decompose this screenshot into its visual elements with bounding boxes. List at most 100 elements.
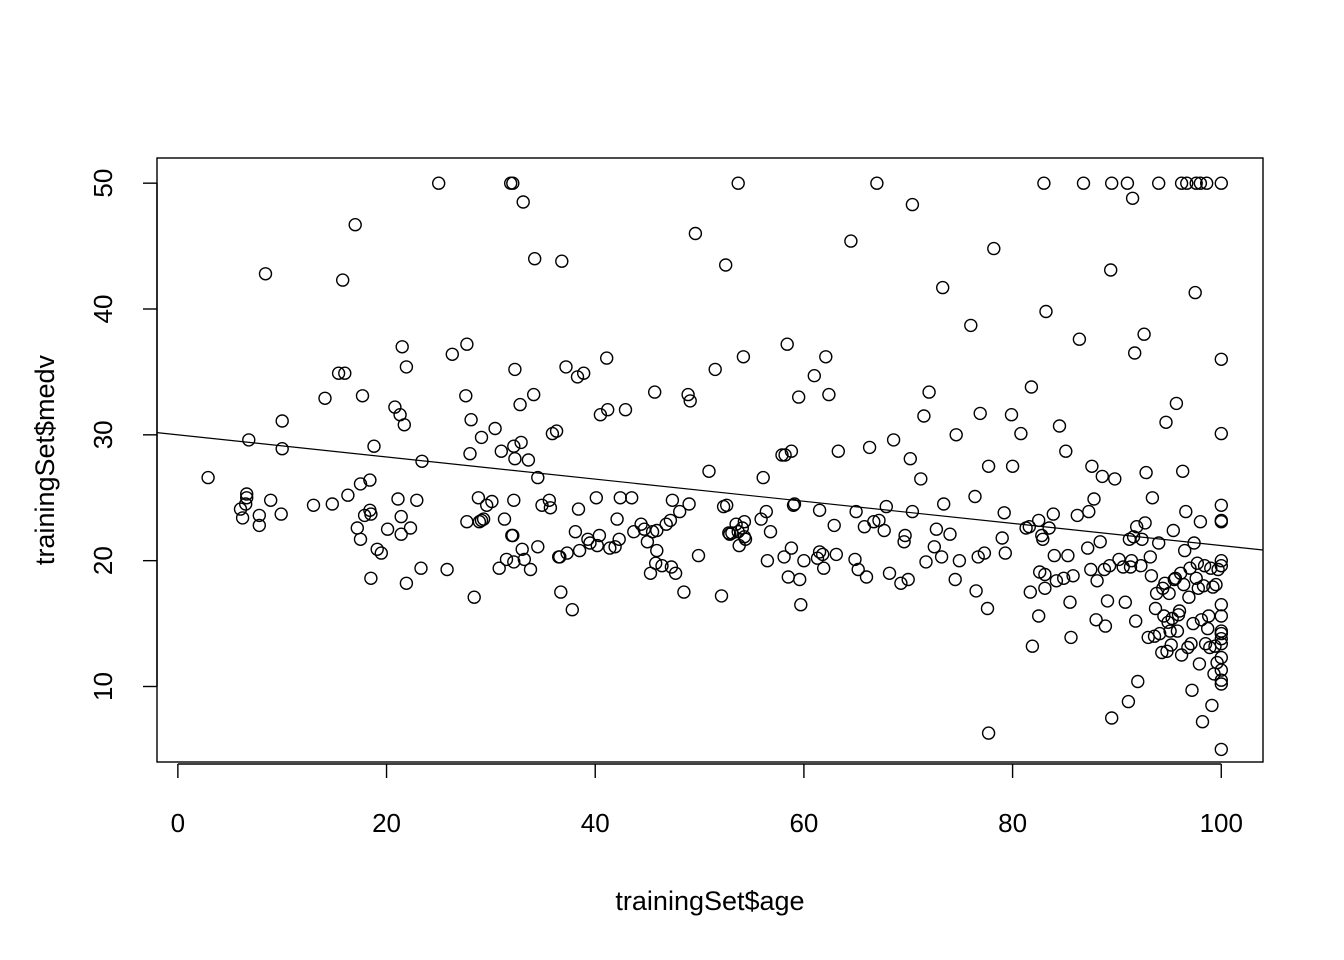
data-point	[650, 523, 664, 538]
data-point	[1194, 613, 1209, 627]
data-point	[514, 435, 528, 450]
data-point	[917, 409, 931, 423]
data-point	[737, 515, 752, 529]
data-point	[1004, 408, 1019, 422]
data-point	[1036, 532, 1050, 546]
data-point	[1175, 464, 1190, 478]
data-point	[827, 518, 841, 533]
data-point	[1127, 346, 1142, 360]
data-point	[691, 548, 706, 563]
data-point	[731, 176, 745, 190]
data-point	[603, 541, 617, 555]
data-point	[353, 477, 368, 491]
data-point	[1039, 304, 1053, 319]
data-point	[1214, 498, 1229, 512]
data-point	[527, 387, 541, 402]
data-point	[410, 493, 424, 507]
data-point	[1186, 616, 1200, 631]
y-axis-title: trainingSet$medv	[30, 354, 60, 565]
data-point	[1183, 561, 1197, 575]
data-point	[440, 562, 454, 577]
data-point	[1056, 571, 1071, 585]
data-point	[1128, 614, 1143, 628]
data-point	[981, 459, 996, 473]
data-point	[1189, 176, 1203, 190]
data-point	[1174, 176, 1189, 190]
data-point	[952, 554, 967, 568]
data-point	[560, 546, 574, 560]
data-point	[1151, 536, 1166, 550]
data-point	[1102, 559, 1117, 573]
data-point	[797, 554, 811, 568]
data-point	[648, 385, 662, 399]
data-point	[714, 589, 729, 603]
data-point	[787, 497, 802, 511]
data-point	[987, 241, 1001, 256]
data-point	[395, 340, 409, 354]
data-point	[1129, 520, 1144, 534]
data-point	[1085, 459, 1099, 473]
data-point	[1214, 554, 1229, 568]
data-point	[886, 433, 901, 447]
data-point	[1211, 562, 1225, 577]
data-point	[857, 520, 872, 534]
data-point	[1188, 285, 1202, 300]
data-point	[460, 515, 474, 529]
data-point	[432, 176, 446, 190]
data-point	[936, 280, 950, 295]
data-point	[780, 337, 794, 351]
data-point	[252, 518, 266, 533]
data-point	[829, 547, 843, 562]
data-point	[394, 509, 408, 524]
data-point	[531, 470, 545, 485]
data-point	[476, 512, 491, 526]
data-points	[201, 176, 1229, 757]
data-point	[937, 497, 951, 511]
data-point	[1052, 419, 1067, 433]
data-point	[793, 572, 807, 587]
data-point	[590, 538, 604, 553]
data-point	[1118, 595, 1133, 609]
data-point	[1189, 571, 1203, 585]
data-point	[1098, 619, 1113, 633]
y-tick-label: 30	[88, 420, 118, 449]
data-point	[353, 532, 368, 546]
data-point	[738, 532, 753, 546]
data-point	[677, 585, 691, 599]
data-point	[879, 499, 893, 514]
data-point	[1187, 536, 1201, 550]
data-point	[1169, 396, 1184, 411]
data-point	[927, 540, 941, 554]
x-tick-label: 100	[1200, 808, 1243, 838]
data-point	[1063, 595, 1077, 609]
data-point	[859, 570, 874, 584]
data-point	[1214, 559, 1229, 573]
data-point	[325, 497, 339, 511]
data-point	[943, 527, 957, 541]
data-point	[948, 572, 962, 587]
data-point	[355, 389, 370, 403]
data-point	[275, 442, 289, 456]
data-point	[235, 511, 250, 525]
data-point	[370, 542, 384, 556]
data-point	[1155, 645, 1169, 660]
data-point	[507, 555, 521, 569]
data-point	[306, 498, 321, 512]
data-point	[1139, 465, 1153, 480]
data-point	[1143, 550, 1158, 564]
data-point	[523, 562, 538, 577]
data-point	[508, 362, 522, 377]
data-point	[1190, 556, 1205, 570]
data-point	[565, 603, 579, 617]
data-point	[1205, 698, 1219, 713]
data-point	[1038, 581, 1052, 595]
data-point	[1046, 507, 1061, 521]
data-point	[849, 504, 863, 519]
data-point	[364, 507, 378, 521]
data-point	[997, 506, 1011, 520]
data-point	[1192, 657, 1207, 671]
data-point	[374, 546, 388, 560]
data-point	[995, 531, 1009, 545]
data-point	[903, 452, 917, 466]
data-point	[870, 176, 884, 190]
